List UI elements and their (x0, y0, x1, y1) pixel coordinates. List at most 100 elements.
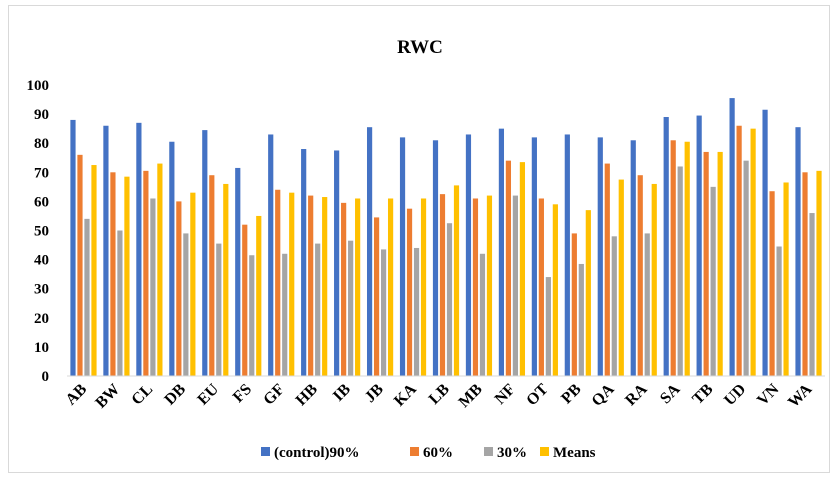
legend-item: Means (540, 445, 596, 461)
bar (366, 127, 373, 376)
bar (413, 247, 420, 376)
bars (70, 98, 822, 377)
bar (420, 198, 427, 376)
bar (717, 151, 723, 376)
bar (604, 163, 610, 376)
bar (373, 217, 380, 376)
bar (235, 167, 241, 376)
bar (289, 192, 295, 376)
bar (453, 185, 460, 376)
legend: (control)90% 60% 30% Means (261, 445, 596, 461)
bar (380, 249, 387, 376)
x-tick-label: NF (492, 381, 519, 408)
legend-swatch (540, 447, 549, 456)
bar (710, 186, 716, 376)
x-tick-label: EU (194, 380, 222, 408)
bar (301, 149, 307, 376)
bar (644, 233, 650, 376)
y-tick-label: 50 (34, 224, 49, 240)
bar (103, 125, 109, 377)
bar (585, 210, 591, 376)
bar (355, 198, 361, 376)
x-tick-label: AB (63, 381, 91, 409)
bar (216, 243, 222, 376)
bar (341, 202, 347, 376)
bar (110, 172, 116, 376)
series-2 (84, 160, 815, 376)
bar (743, 160, 749, 376)
series-1 (77, 125, 808, 377)
y-tick-label: 40 (34, 253, 49, 269)
bar (84, 218, 90, 376)
x-axis: AB BW CL DB EU FS GF HB IB JB KA LB MB NF OT PB QA RA SA TB… (63, 380, 816, 411)
legend-item: (control)90% (261, 445, 360, 461)
bar (399, 137, 406, 376)
x-tick-label: DB (161, 381, 189, 409)
x-tick-label: RA (622, 380, 651, 409)
bar (736, 125, 742, 377)
bar (77, 154, 83, 376)
bar (202, 130, 208, 376)
bar (406, 208, 413, 376)
bar (315, 243, 321, 376)
y-tick-label: 80 (34, 136, 49, 152)
x-tick-label: VN (754, 380, 783, 409)
bar (677, 166, 683, 376)
bar (750, 128, 756, 376)
x-tick-label: IB (330, 381, 354, 405)
bar (684, 141, 690, 376)
x-tick-label: TB (689, 381, 716, 408)
bar (571, 233, 577, 376)
x-tick-label: PB (558, 381, 585, 408)
bar (538, 198, 544, 376)
bar (552, 204, 558, 376)
bar (242, 224, 248, 376)
x-tick-label: QA (589, 380, 618, 409)
bar (256, 215, 262, 376)
legend-swatch (410, 447, 419, 456)
bar (795, 127, 801, 376)
bar (190, 192, 196, 376)
series-0 (70, 98, 801, 377)
bar (282, 253, 288, 376)
bar (618, 179, 624, 376)
x-tick-label: SA (657, 380, 684, 407)
bar (334, 150, 340, 376)
bar (322, 197, 328, 376)
bar (498, 128, 505, 376)
bar (729, 98, 735, 376)
x-tick-label: OT (523, 381, 552, 410)
x-tick-label: GF (260, 381, 288, 409)
y-tick-label: 60 (34, 194, 49, 210)
x-tick-label: MB (456, 381, 486, 411)
bar (578, 263, 584, 376)
x-tick-label: JB (362, 381, 387, 406)
y-tick-label: 30 (34, 282, 49, 298)
bar (439, 194, 446, 377)
y-axis: 0 10 20 30 40 50 60 70 80 90 100 (27, 78, 50, 385)
y-tick-label: 10 (34, 340, 49, 356)
bar (387, 198, 394, 376)
legend-item: 30% (484, 445, 527, 461)
x-tick-label: UD (721, 381, 749, 409)
bar (472, 198, 479, 376)
bar (117, 230, 123, 376)
bar (816, 170, 822, 376)
x-tick-label: KA (391, 380, 420, 409)
bar (209, 175, 215, 376)
legend-swatch (261, 447, 270, 456)
bar (505, 160, 512, 376)
bar (670, 140, 676, 376)
bar (531, 137, 537, 376)
legend-swatch (484, 447, 493, 456)
bar (124, 176, 130, 376)
legend-label: 30% (497, 445, 527, 461)
chart-frame: RWC 0 10 20 30 40 50 60 70 80 90 100 AB BW CL DB EU FS G… (8, 5, 830, 473)
bar (762, 109, 768, 377)
legend-label: Means (553, 445, 596, 461)
y-tick-label: 0 (42, 369, 50, 385)
bar (432, 140, 439, 376)
bar (802, 172, 808, 376)
bar (597, 137, 603, 376)
x-tick-label: FS (230, 381, 255, 406)
